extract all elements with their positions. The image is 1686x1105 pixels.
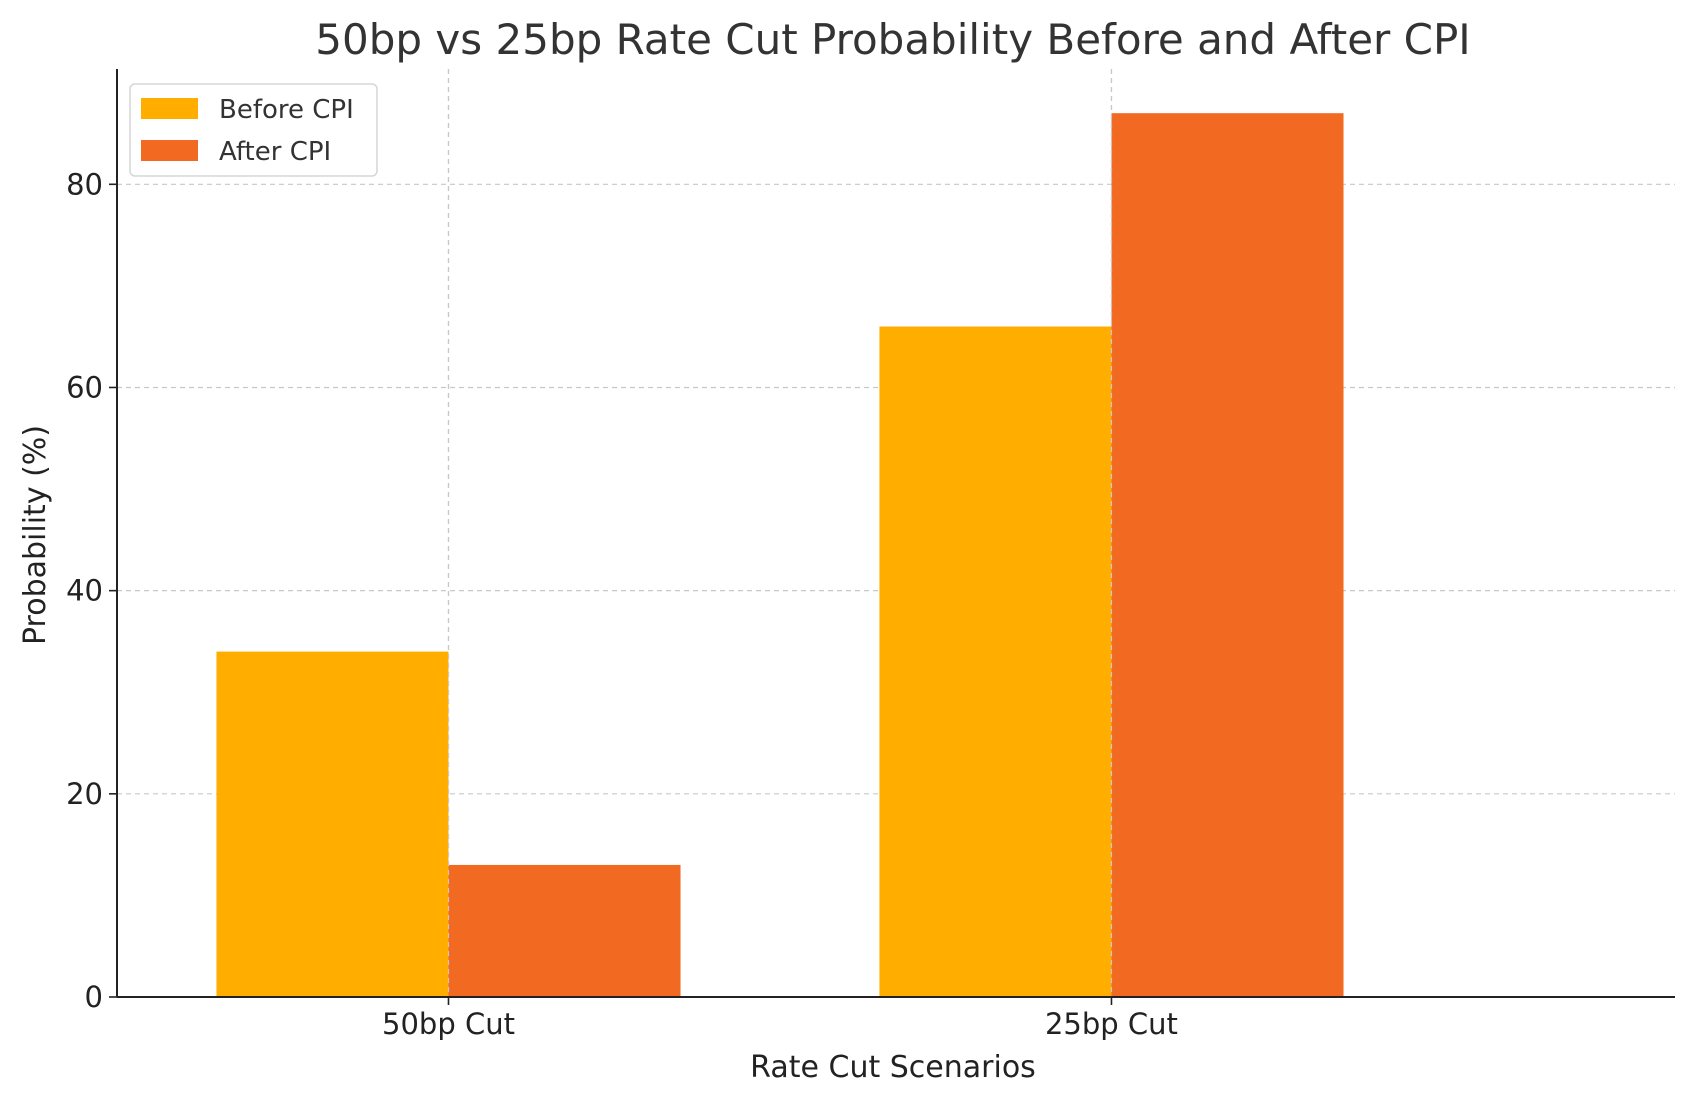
bar-before-cpi <box>216 651 449 997</box>
chart-title: 50bp vs 25bp Rate Cut Probability Before… <box>315 15 1470 64</box>
x-tick-label: 25bp Cut <box>1045 1007 1178 1041</box>
bar-after-cpi <box>1111 113 1344 997</box>
bars <box>216 69 1344 997</box>
legend-label: Before CPI <box>219 95 354 125</box>
x-tick-label: 50bp Cut <box>382 1007 515 1041</box>
y-tick-label: 0 <box>85 980 103 1014</box>
tick-labels: 0 20 40 60 80 50bp Cut 25bp Cut <box>66 167 1178 1041</box>
legend-label: After CPI <box>219 137 331 167</box>
y-tick-label: 80 <box>66 167 103 201</box>
bar-after-cpi <box>448 864 681 997</box>
y-tick-label: 20 <box>66 777 103 811</box>
bar-before-cpi <box>879 326 1112 997</box>
y-tick-label: 40 <box>66 574 103 608</box>
legend: Before CPI After CPI <box>129 83 378 177</box>
y-axis-label: Probability (%) <box>18 425 53 645</box>
y-tick-label: 60 <box>66 370 103 404</box>
legend-swatch-after-cpi <box>141 140 198 161</box>
legend-swatch-before-cpi <box>141 98 198 119</box>
x-axis-label: Rate Cut Scenarios <box>750 1050 1036 1085</box>
axes <box>109 69 1675 1005</box>
